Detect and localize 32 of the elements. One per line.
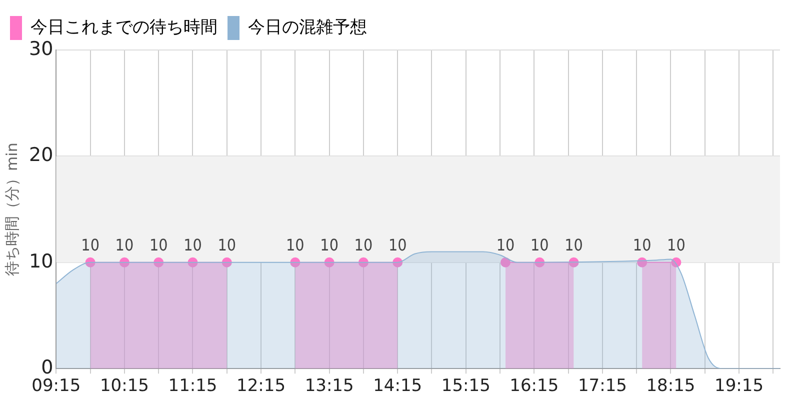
data-label: 10 [184, 236, 202, 255]
x-tick-label: 12:15 [236, 376, 286, 396]
x-tick-label: 09:15 [32, 376, 81, 396]
data-label: 10 [388, 236, 407, 255]
x-tick-label: 17:15 [578, 376, 627, 396]
x-tick-label: 11:15 [168, 376, 218, 396]
x-tick-label: 19:15 [714, 376, 764, 396]
legend-label: 今日これまでの待ち時間 [30, 17, 218, 38]
y-tick-label: 10 [28, 250, 54, 272]
data-label: 10 [354, 236, 373, 255]
data-label: 10 [81, 236, 100, 255]
data-label: 10 [218, 236, 236, 255]
data-label: 10 [564, 236, 583, 255]
x-tick-label: 13:15 [304, 376, 354, 396]
x-tick-label: 16:15 [510, 376, 559, 396]
y-tick-label: 20 [28, 144, 54, 166]
x-tick-label: 10:15 [100, 376, 149, 396]
data-label: 10 [667, 236, 686, 255]
data-label: 10 [530, 236, 549, 255]
x-tick-label: 18:15 [646, 376, 696, 396]
data-label: 10 [632, 236, 652, 255]
data-label: 10 [496, 236, 515, 255]
legend-label: 今日の混雑予想 [248, 17, 367, 38]
x-tick-label: 14:15 [373, 376, 422, 396]
data-label: 10 [286, 236, 304, 255]
data-label: 10 [320, 236, 338, 255]
y-tick-label: 0 [41, 356, 54, 379]
data-label: 10 [115, 236, 134, 255]
x-tick-label: 15:15 [441, 376, 490, 396]
y-axis-title: 待ち時間（分）min [2, 142, 21, 276]
data-label: 10 [149, 236, 168, 255]
y-tick-label: 30 [28, 38, 54, 60]
